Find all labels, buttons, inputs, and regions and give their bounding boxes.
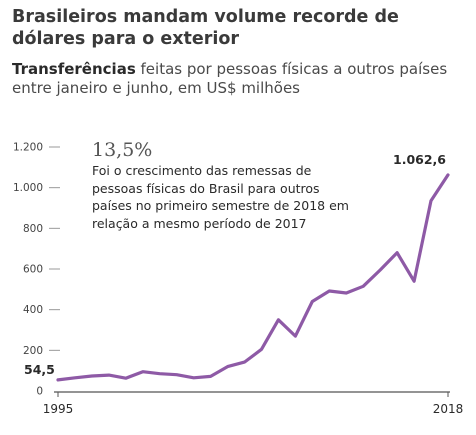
data-point — [57, 378, 60, 381]
data-label-end: 1.062,6 — [393, 152, 446, 167]
data-point — [226, 365, 229, 368]
chart-title: Brasileiros mandam volume recorde de dól… — [12, 7, 399, 49]
y-tick-label: 200 — [23, 345, 43, 357]
data-point — [379, 269, 382, 272]
data-point — [107, 374, 110, 377]
data-point — [345, 291, 348, 294]
data-point — [328, 289, 331, 292]
data-point — [158, 372, 161, 375]
y-tick-label: 0 — [36, 386, 43, 398]
x-tick-label: 2018 — [433, 402, 464, 416]
y-tick-label: 1.200 — [13, 142, 43, 154]
data-label-start: 54,5 — [24, 362, 55, 377]
y-tick-label: 600 — [23, 264, 43, 276]
data-point — [294, 335, 297, 338]
data-point — [277, 318, 280, 321]
data-point — [396, 251, 399, 254]
data-point — [243, 361, 246, 364]
chart-subtitle: Transferências feitas por pessoas física… — [12, 60, 472, 98]
data-point — [430, 199, 433, 202]
annotation-value: 13,5% — [92, 139, 153, 161]
subtitle-rest: feitas por pessoas físicas a outros país… — [12, 60, 448, 97]
y-tick-label: 1.000 — [13, 182, 43, 194]
data-point — [413, 280, 416, 283]
subtitle-lead: Transferências — [12, 60, 136, 78]
data-point — [311, 300, 314, 303]
data-point — [141, 370, 144, 373]
chart-annotation: 13,5% Foi o crescimento das remessas de … — [92, 138, 362, 232]
y-tick-label: 800 — [23, 223, 43, 235]
series-line — [56, 173, 450, 382]
data-point — [447, 173, 450, 176]
data-point — [175, 373, 178, 376]
data-point — [192, 376, 195, 379]
data-point — [124, 377, 127, 380]
x-tick-label: 1995 — [43, 402, 74, 416]
data-point — [209, 375, 212, 378]
data-point — [73, 376, 76, 379]
data-point — [260, 348, 263, 351]
annotation-text: Foi o crescimento das remessas de pessoa… — [92, 163, 349, 231]
data-point — [362, 285, 365, 288]
data-point — [90, 374, 93, 377]
y-tick-label: 400 — [23, 304, 43, 316]
